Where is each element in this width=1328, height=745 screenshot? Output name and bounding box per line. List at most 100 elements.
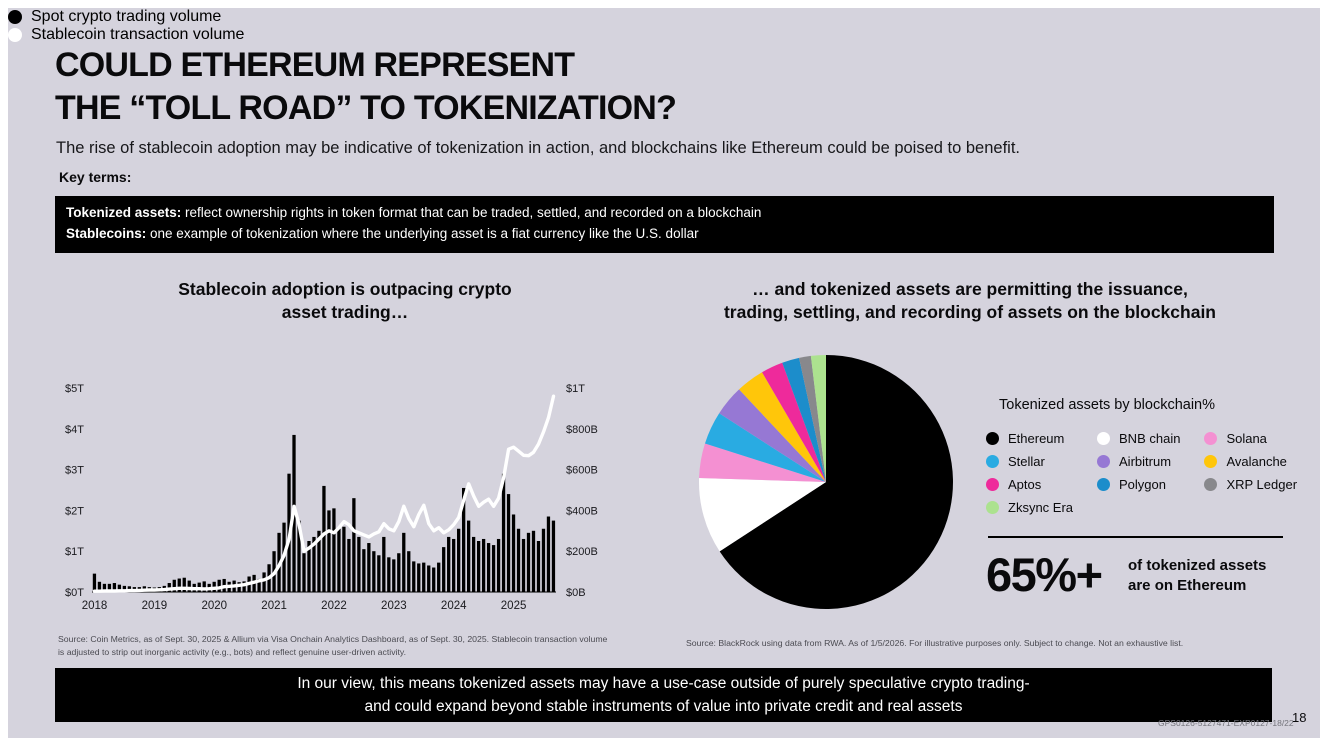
pie-legend-item: Zksync Era xyxy=(986,499,1073,516)
legend-dot-icon xyxy=(8,28,22,42)
right-chart-title: … and tokenized assets are permitting th… xyxy=(665,278,1275,324)
svg-text:$600B: $600B xyxy=(566,465,598,477)
takeaway-line2: and could expand beyond stable instrumen… xyxy=(364,698,963,715)
svg-text:2024: 2024 xyxy=(441,600,467,612)
svg-text:$2T: $2T xyxy=(65,505,84,517)
left-chart-title-line1: Stablecoin adoption is outpacing crypto xyxy=(178,279,512,299)
svg-text:$5T: $5T xyxy=(65,383,84,395)
legend-label: Zksync Era xyxy=(1008,500,1074,515)
pie-legend-item: Airbitrum xyxy=(1097,453,1180,470)
pie-chart xyxy=(698,355,953,609)
legend-dot-icon xyxy=(1097,478,1111,491)
left-legend-item: Stablecoin transaction volume xyxy=(8,26,244,44)
key-term-text: one example of tokenization where the un… xyxy=(146,225,699,241)
svg-text:$1T: $1T xyxy=(566,383,585,395)
page-title: COULD ETHEREUM REPRESENT THE “TOLL ROAD”… xyxy=(55,44,677,130)
page-title-line1: COULD ETHEREUM REPRESENT xyxy=(55,46,575,84)
svg-text:$800B: $800B xyxy=(566,424,598,436)
pie-legend-column: BNB chain Airbitrum Polygon xyxy=(1097,430,1180,516)
legend-dot-icon xyxy=(1204,432,1218,445)
pie-legend-item: Avalanche xyxy=(1204,453,1297,470)
legend-dot-icon xyxy=(1097,455,1111,468)
stat-label-line1: of tokenized assets xyxy=(1128,557,1267,574)
svg-text:$0B: $0B xyxy=(566,587,586,599)
legend-label: Airbitrum xyxy=(1119,454,1172,469)
pie-slice-bnb-chain xyxy=(698,478,826,552)
pie-legend-column: Ethereum Stellar Aptos Zksync Era xyxy=(986,430,1073,516)
svg-text:2022: 2022 xyxy=(321,600,347,612)
pie-slice-airbitrum xyxy=(719,389,826,482)
right-chart-title-line2: trading, settling, and recording of asse… xyxy=(723,301,1217,322)
pie-legend-item: Ethereum xyxy=(986,430,1073,447)
key-term-text: reflect ownership rights in token format… xyxy=(181,205,762,220)
pie-legend-item: BNB chain xyxy=(1097,430,1180,447)
pie-legend-item: Stellar xyxy=(986,453,1073,470)
legend-dot-icon xyxy=(986,432,999,445)
legend-dot-icon xyxy=(8,10,22,24)
page-title-line2: THE “TOLL ROAD” TO TOKENIZATION? xyxy=(55,88,677,127)
pie-legend-item: XRP Ledger xyxy=(1204,476,1297,493)
pie-slice-solana xyxy=(699,443,826,482)
pie-legend-column: Solana Avalanche XRP Ledger xyxy=(1204,430,1297,516)
pie-slice-ethereum xyxy=(719,355,953,609)
takeaway-banner: In our view, this means tokenized assets… xyxy=(55,668,1272,722)
legend-label: XRP Ledger xyxy=(1226,477,1298,492)
svg-text:$4T: $4T xyxy=(65,424,84,436)
legend-dot-icon xyxy=(1097,432,1111,445)
svg-text:2019: 2019 xyxy=(142,600,168,612)
svg-text:$3T: $3T xyxy=(65,465,84,477)
pie-legend-item: Aptos xyxy=(986,476,1073,493)
pie-legend-item: Polygon xyxy=(1097,476,1180,493)
pie-legend: Ethereum Stellar Aptos Zksync Era BNB chain A… xyxy=(986,430,1297,516)
page-subtitle: The rise of stablecoin adoption may be i… xyxy=(56,139,1021,157)
svg-text:$400B: $400B xyxy=(566,505,598,517)
svg-text:2023: 2023 xyxy=(381,600,407,612)
left-chart-source-line2: is adjusted to strip out inorganic activ… xyxy=(58,646,406,657)
left-chart-title: Stablecoin adoption is outpacing crypto … xyxy=(90,278,600,324)
pie-slice-polygon xyxy=(782,357,826,482)
legend-label: Solana xyxy=(1226,431,1267,446)
stat-label: of tokenized assets are on Ethereum xyxy=(1128,556,1266,595)
legend-label: Stellar xyxy=(1008,454,1045,469)
legend-label: Ethereum xyxy=(1008,431,1065,446)
right-chart-source: Source: BlackRock using data from RWA. A… xyxy=(686,638,1184,648)
stat-value: 65%+ xyxy=(986,548,1103,601)
svg-text:$0T: $0T xyxy=(65,587,84,599)
key-terms-label: Key terms: xyxy=(59,169,132,185)
svg-text:$1T: $1T xyxy=(65,546,84,558)
left-chart-source-line1: Source: Coin Metrics, as of Sept. 30, 20… xyxy=(58,634,608,644)
combo-chart: $0T $1T $2T $3T $4T $5T $0B $200B $400B $600B $800… xyxy=(65,383,598,612)
left-chart-source: Source: Coin Metrics, as of Sept. 30, 20… xyxy=(58,633,618,658)
pie-slice-xrp-ledger xyxy=(799,355,826,482)
key-term-definition: Stablecoins: one example of tokenization… xyxy=(66,224,1263,245)
pie-slice-aptos xyxy=(762,362,826,482)
pie-slice-stellar xyxy=(704,413,826,482)
svg-text:2021: 2021 xyxy=(261,600,287,612)
svg-text:2025: 2025 xyxy=(501,600,527,612)
legend-dot-icon xyxy=(1204,478,1218,491)
stat-label-line2: are on Ethereum xyxy=(1128,576,1247,594)
legend-label: Aptos xyxy=(1008,477,1042,492)
key-term-name: Stablecoins: xyxy=(66,225,147,241)
legend-dot-icon xyxy=(1204,455,1218,468)
legend-dot-icon xyxy=(986,501,999,514)
legend-label: Avalanche xyxy=(1226,454,1287,469)
pie-legend-item: Solana xyxy=(1204,430,1297,447)
svg-text:$200B: $200B xyxy=(566,546,598,558)
legend-label: BNB chain xyxy=(1119,431,1181,446)
legend-label: Polygon xyxy=(1119,477,1166,492)
key-term-name: Tokenized assets: xyxy=(66,205,182,220)
left-chart-title-line2: asset trading… xyxy=(281,301,409,322)
legend-dot-icon xyxy=(986,455,999,468)
slide-background: COULD ETHEREUM REPRESENT THE “TOLL ROAD”… xyxy=(8,8,1320,738)
stat-divider xyxy=(988,536,1283,538)
right-chart-title-line1: … and tokenized assets are permitting th… xyxy=(752,279,1188,299)
compliance-code: GPS0126-5127471-EXP0127-18/22 xyxy=(1158,718,1294,728)
legend-label: Stablecoin transaction volume xyxy=(31,26,245,43)
pie-legend-title: Tokenized assets by blockchain% xyxy=(999,397,1216,413)
key-terms-box: Tokenized assets: reflect ownership righ… xyxy=(55,196,1274,253)
svg-text:2020: 2020 xyxy=(201,600,227,612)
legend-dot-icon xyxy=(986,478,999,491)
left-chart-legend: Spot crypto trading volume Stablecoin tra… xyxy=(8,8,244,44)
page-number: 18 xyxy=(1292,710,1307,725)
